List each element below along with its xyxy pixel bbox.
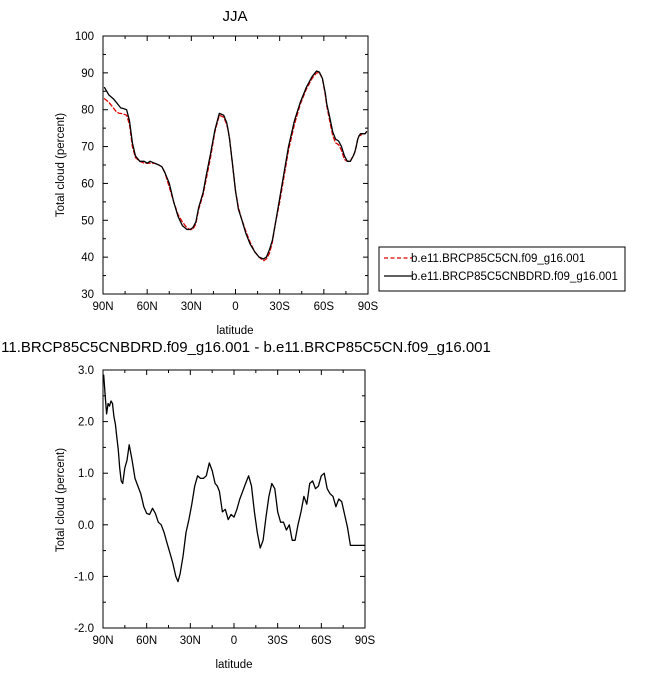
top-series-line-1 bbox=[103, 72, 368, 262]
top-series-group bbox=[103, 70, 368, 262]
bottom-series-group bbox=[103, 374, 365, 583]
bottom-x-tick-label: 90S bbox=[355, 635, 376, 647]
top-x-tick-label: 90S bbox=[358, 301, 379, 313]
top-plot-frame bbox=[102, 35, 369, 295]
top-y-tick-label: 40 bbox=[81, 252, 94, 264]
bottom-x-tick-label: 60N bbox=[136, 635, 157, 647]
top-x-tick-label: 60N bbox=[137, 301, 158, 313]
bottom-y-tick-label: 1.0 bbox=[78, 468, 94, 480]
bottom-chart-title: 11.BRCP85C5CNBDRD.f09_g16.001 - b.e11.BR… bbox=[1, 339, 491, 356]
bottom-x-axis-label: latitude bbox=[215, 659, 252, 671]
top-y-tick-label: 80 bbox=[81, 105, 94, 117]
top-x-axis-label: latitude bbox=[216, 325, 253, 337]
bottom-y-axis-label: Total cloud (percent) bbox=[55, 448, 67, 552]
bottom-panel: 11.BRCP85C5CNBDRD.f09_g16.001 - b.e11.BR… bbox=[1, 339, 491, 671]
top-x-tick-label: 0 bbox=[232, 301, 238, 313]
bottom-y-tick-label: -2.0 bbox=[74, 623, 94, 635]
top-x-tick-label: 60S bbox=[314, 301, 335, 313]
top-y-tick-label: 70 bbox=[81, 142, 94, 154]
top-y-tick-label: 90 bbox=[81, 68, 94, 80]
bottom-y-tick-label: 3.0 bbox=[78, 365, 94, 377]
bottom-y-tick-label: 0.0 bbox=[78, 520, 94, 532]
bottom-x-tick-label: 60S bbox=[311, 635, 332, 647]
bottom-y-tick-label: -1.0 bbox=[74, 571, 94, 583]
legend-label-series-2: b.e11.BRCP85C5CNBDRD.f09_g16.001 bbox=[411, 271, 618, 283]
top-chart-title: JJA bbox=[222, 8, 247, 25]
top-x-tick-label: 90N bbox=[92, 301, 113, 313]
top-y-tick-label: 30 bbox=[81, 289, 94, 301]
bottom-y-tick-label: 2.0 bbox=[78, 417, 94, 429]
legend: b.e11.BRCP85C5CN.f09_g16.001 b.e11.BRCP8… bbox=[378, 246, 626, 292]
bottom-x-tick-label: 90N bbox=[92, 635, 113, 647]
bottom-series-line-1 bbox=[103, 374, 365, 583]
legend-label-series-1: b.e11.BRCP85C5CN.f09_g16.001 bbox=[411, 253, 585, 265]
legend-box bbox=[378, 246, 626, 292]
bottom-x-tick-label: 0 bbox=[231, 635, 237, 647]
top-series-line-2 bbox=[103, 70, 368, 260]
top-axis-ticks: 90N 60N 30N 0 30S 60S 90S 30 40 50 60 70 80 90 100 bbox=[75, 31, 379, 313]
bottom-axis-ticks: 90N 60N 30N 0 30S 60S 90S -2.0 -1.0 0.0 1.0 2.0 3.0 bbox=[74, 365, 375, 647]
top-x-tick-label: 30S bbox=[269, 301, 290, 313]
top-y-tick-label: 50 bbox=[81, 215, 94, 227]
top-y-tick-label: 60 bbox=[81, 178, 94, 190]
top-y-tick-label: 100 bbox=[75, 31, 94, 43]
bottom-x-tick-label: 30S bbox=[267, 635, 288, 647]
bottom-x-tick-label: 30N bbox=[180, 635, 201, 647]
top-panel: JJA 90N 60N 30N 0 30S 60S 90S 30 40 50 60 70 80 90 100… bbox=[55, 8, 379, 337]
top-x-tick-label: 30N bbox=[181, 301, 202, 313]
top-y-axis-label: Total cloud (percent) bbox=[55, 113, 67, 217]
